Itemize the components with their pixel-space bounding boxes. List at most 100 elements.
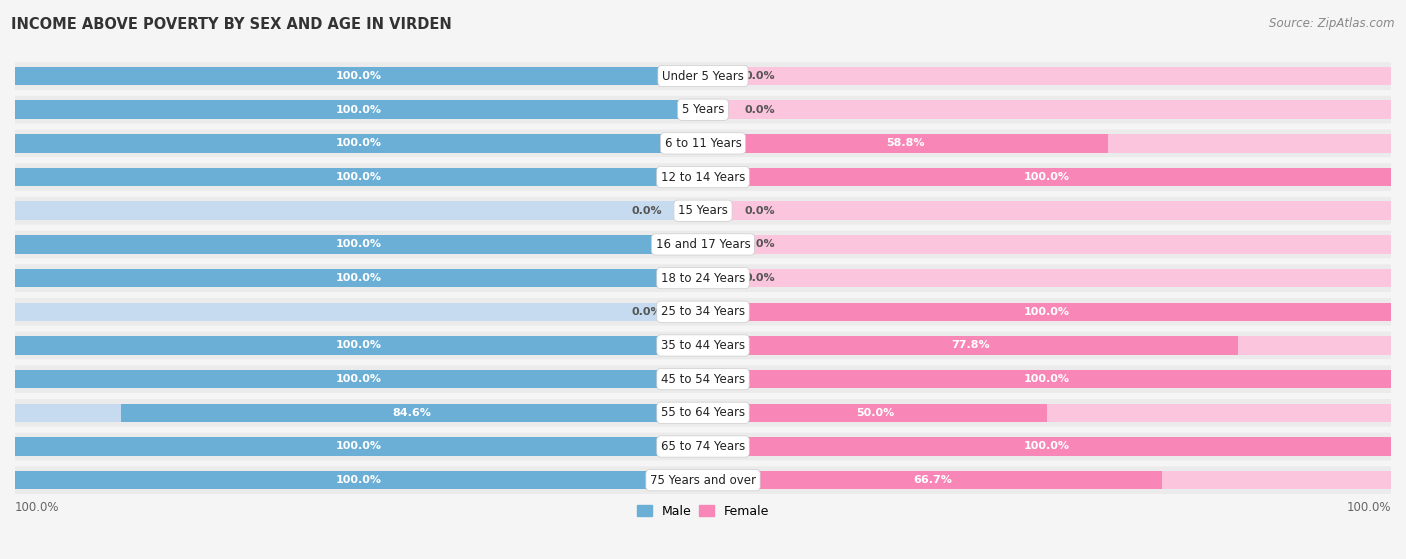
Text: 100.0%: 100.0% bbox=[336, 71, 382, 81]
Bar bbox=[703, 134, 1108, 153]
Text: 100.0%: 100.0% bbox=[336, 340, 382, 350]
Bar bbox=[15, 67, 703, 86]
Bar bbox=[15, 168, 703, 186]
FancyBboxPatch shape bbox=[15, 96, 1391, 124]
Text: 50.0%: 50.0% bbox=[856, 408, 894, 418]
Bar bbox=[703, 269, 1391, 287]
Bar bbox=[15, 235, 703, 254]
FancyBboxPatch shape bbox=[15, 231, 1391, 258]
FancyBboxPatch shape bbox=[15, 331, 1391, 359]
Bar bbox=[15, 336, 703, 355]
Bar bbox=[703, 437, 1391, 456]
Bar bbox=[15, 168, 703, 186]
Text: 75 Years and over: 75 Years and over bbox=[650, 473, 756, 487]
Bar bbox=[15, 134, 703, 153]
Text: 100.0%: 100.0% bbox=[1024, 307, 1070, 317]
Text: 58.8%: 58.8% bbox=[886, 139, 925, 148]
Bar bbox=[703, 302, 1391, 321]
Text: 84.6%: 84.6% bbox=[392, 408, 432, 418]
Text: 0.0%: 0.0% bbox=[631, 307, 662, 317]
Bar bbox=[703, 67, 1391, 86]
Bar bbox=[703, 336, 1239, 355]
Text: 5 Years: 5 Years bbox=[682, 103, 724, 116]
FancyBboxPatch shape bbox=[15, 399, 1391, 427]
Bar bbox=[703, 370, 1391, 389]
Bar bbox=[703, 235, 1391, 254]
Text: 100.0%: 100.0% bbox=[336, 139, 382, 148]
Text: 16 and 17 Years: 16 and 17 Years bbox=[655, 238, 751, 251]
Bar bbox=[703, 471, 1391, 490]
Bar bbox=[121, 404, 703, 422]
Bar bbox=[15, 269, 703, 287]
Bar bbox=[703, 168, 1391, 186]
Text: 0.0%: 0.0% bbox=[744, 273, 775, 283]
Text: INCOME ABOVE POVERTY BY SEX AND AGE IN VIRDEN: INCOME ABOVE POVERTY BY SEX AND AGE IN V… bbox=[11, 17, 451, 32]
Text: 100.0%: 100.0% bbox=[1024, 442, 1070, 452]
Text: 100.0%: 100.0% bbox=[336, 475, 382, 485]
Bar bbox=[703, 101, 1391, 119]
Bar bbox=[15, 101, 703, 119]
Text: 100.0%: 100.0% bbox=[336, 105, 382, 115]
Legend: Male, Female: Male, Female bbox=[631, 500, 775, 523]
Text: 100.0%: 100.0% bbox=[336, 239, 382, 249]
Bar bbox=[703, 471, 1161, 490]
Text: 100.0%: 100.0% bbox=[336, 442, 382, 452]
Text: 0.0%: 0.0% bbox=[744, 71, 775, 81]
FancyBboxPatch shape bbox=[15, 197, 1391, 225]
Text: 25 to 34 Years: 25 to 34 Years bbox=[661, 305, 745, 318]
Bar bbox=[15, 370, 703, 389]
Text: 66.7%: 66.7% bbox=[912, 475, 952, 485]
Text: 6 to 11 Years: 6 to 11 Years bbox=[665, 137, 741, 150]
Bar bbox=[15, 235, 703, 254]
Text: 100.0%: 100.0% bbox=[1024, 374, 1070, 384]
Bar bbox=[703, 168, 1391, 186]
Text: 100.0%: 100.0% bbox=[336, 374, 382, 384]
Text: 100.0%: 100.0% bbox=[15, 501, 59, 514]
Text: 55 to 64 Years: 55 to 64 Years bbox=[661, 406, 745, 419]
FancyBboxPatch shape bbox=[15, 466, 1391, 494]
FancyBboxPatch shape bbox=[15, 433, 1391, 460]
Text: 0.0%: 0.0% bbox=[744, 105, 775, 115]
Text: Source: ZipAtlas.com: Source: ZipAtlas.com bbox=[1270, 17, 1395, 30]
FancyBboxPatch shape bbox=[15, 366, 1391, 393]
Bar bbox=[703, 336, 1391, 355]
Bar bbox=[15, 134, 703, 153]
Text: 100.0%: 100.0% bbox=[336, 172, 382, 182]
Bar bbox=[15, 471, 703, 490]
Bar bbox=[703, 134, 1391, 153]
FancyBboxPatch shape bbox=[15, 163, 1391, 191]
Text: 100.0%: 100.0% bbox=[1347, 501, 1391, 514]
Bar bbox=[703, 404, 1391, 422]
FancyBboxPatch shape bbox=[15, 264, 1391, 292]
Bar bbox=[15, 101, 703, 119]
Text: Under 5 Years: Under 5 Years bbox=[662, 69, 744, 83]
Bar bbox=[15, 336, 703, 355]
Text: 35 to 44 Years: 35 to 44 Years bbox=[661, 339, 745, 352]
Text: 77.8%: 77.8% bbox=[952, 340, 990, 350]
Text: 15 Years: 15 Years bbox=[678, 204, 728, 217]
Text: 18 to 24 Years: 18 to 24 Years bbox=[661, 272, 745, 285]
Bar bbox=[15, 437, 703, 456]
Text: 45 to 54 Years: 45 to 54 Years bbox=[661, 373, 745, 386]
Text: 65 to 74 Years: 65 to 74 Years bbox=[661, 440, 745, 453]
Bar bbox=[703, 302, 1391, 321]
Bar bbox=[703, 404, 1047, 422]
Bar bbox=[15, 67, 703, 86]
Bar bbox=[703, 201, 1391, 220]
FancyBboxPatch shape bbox=[15, 62, 1391, 90]
Text: 100.0%: 100.0% bbox=[1024, 172, 1070, 182]
Bar bbox=[15, 370, 703, 389]
Bar bbox=[15, 201, 703, 220]
Text: 0.0%: 0.0% bbox=[631, 206, 662, 216]
FancyBboxPatch shape bbox=[15, 298, 1391, 325]
Text: 100.0%: 100.0% bbox=[336, 273, 382, 283]
Bar bbox=[15, 404, 703, 422]
FancyBboxPatch shape bbox=[15, 130, 1391, 157]
Text: 0.0%: 0.0% bbox=[744, 206, 775, 216]
Text: 0.0%: 0.0% bbox=[744, 239, 775, 249]
Bar bbox=[15, 269, 703, 287]
Text: 12 to 14 Years: 12 to 14 Years bbox=[661, 170, 745, 183]
Bar bbox=[15, 302, 703, 321]
Bar bbox=[15, 471, 703, 490]
Bar bbox=[703, 370, 1391, 389]
